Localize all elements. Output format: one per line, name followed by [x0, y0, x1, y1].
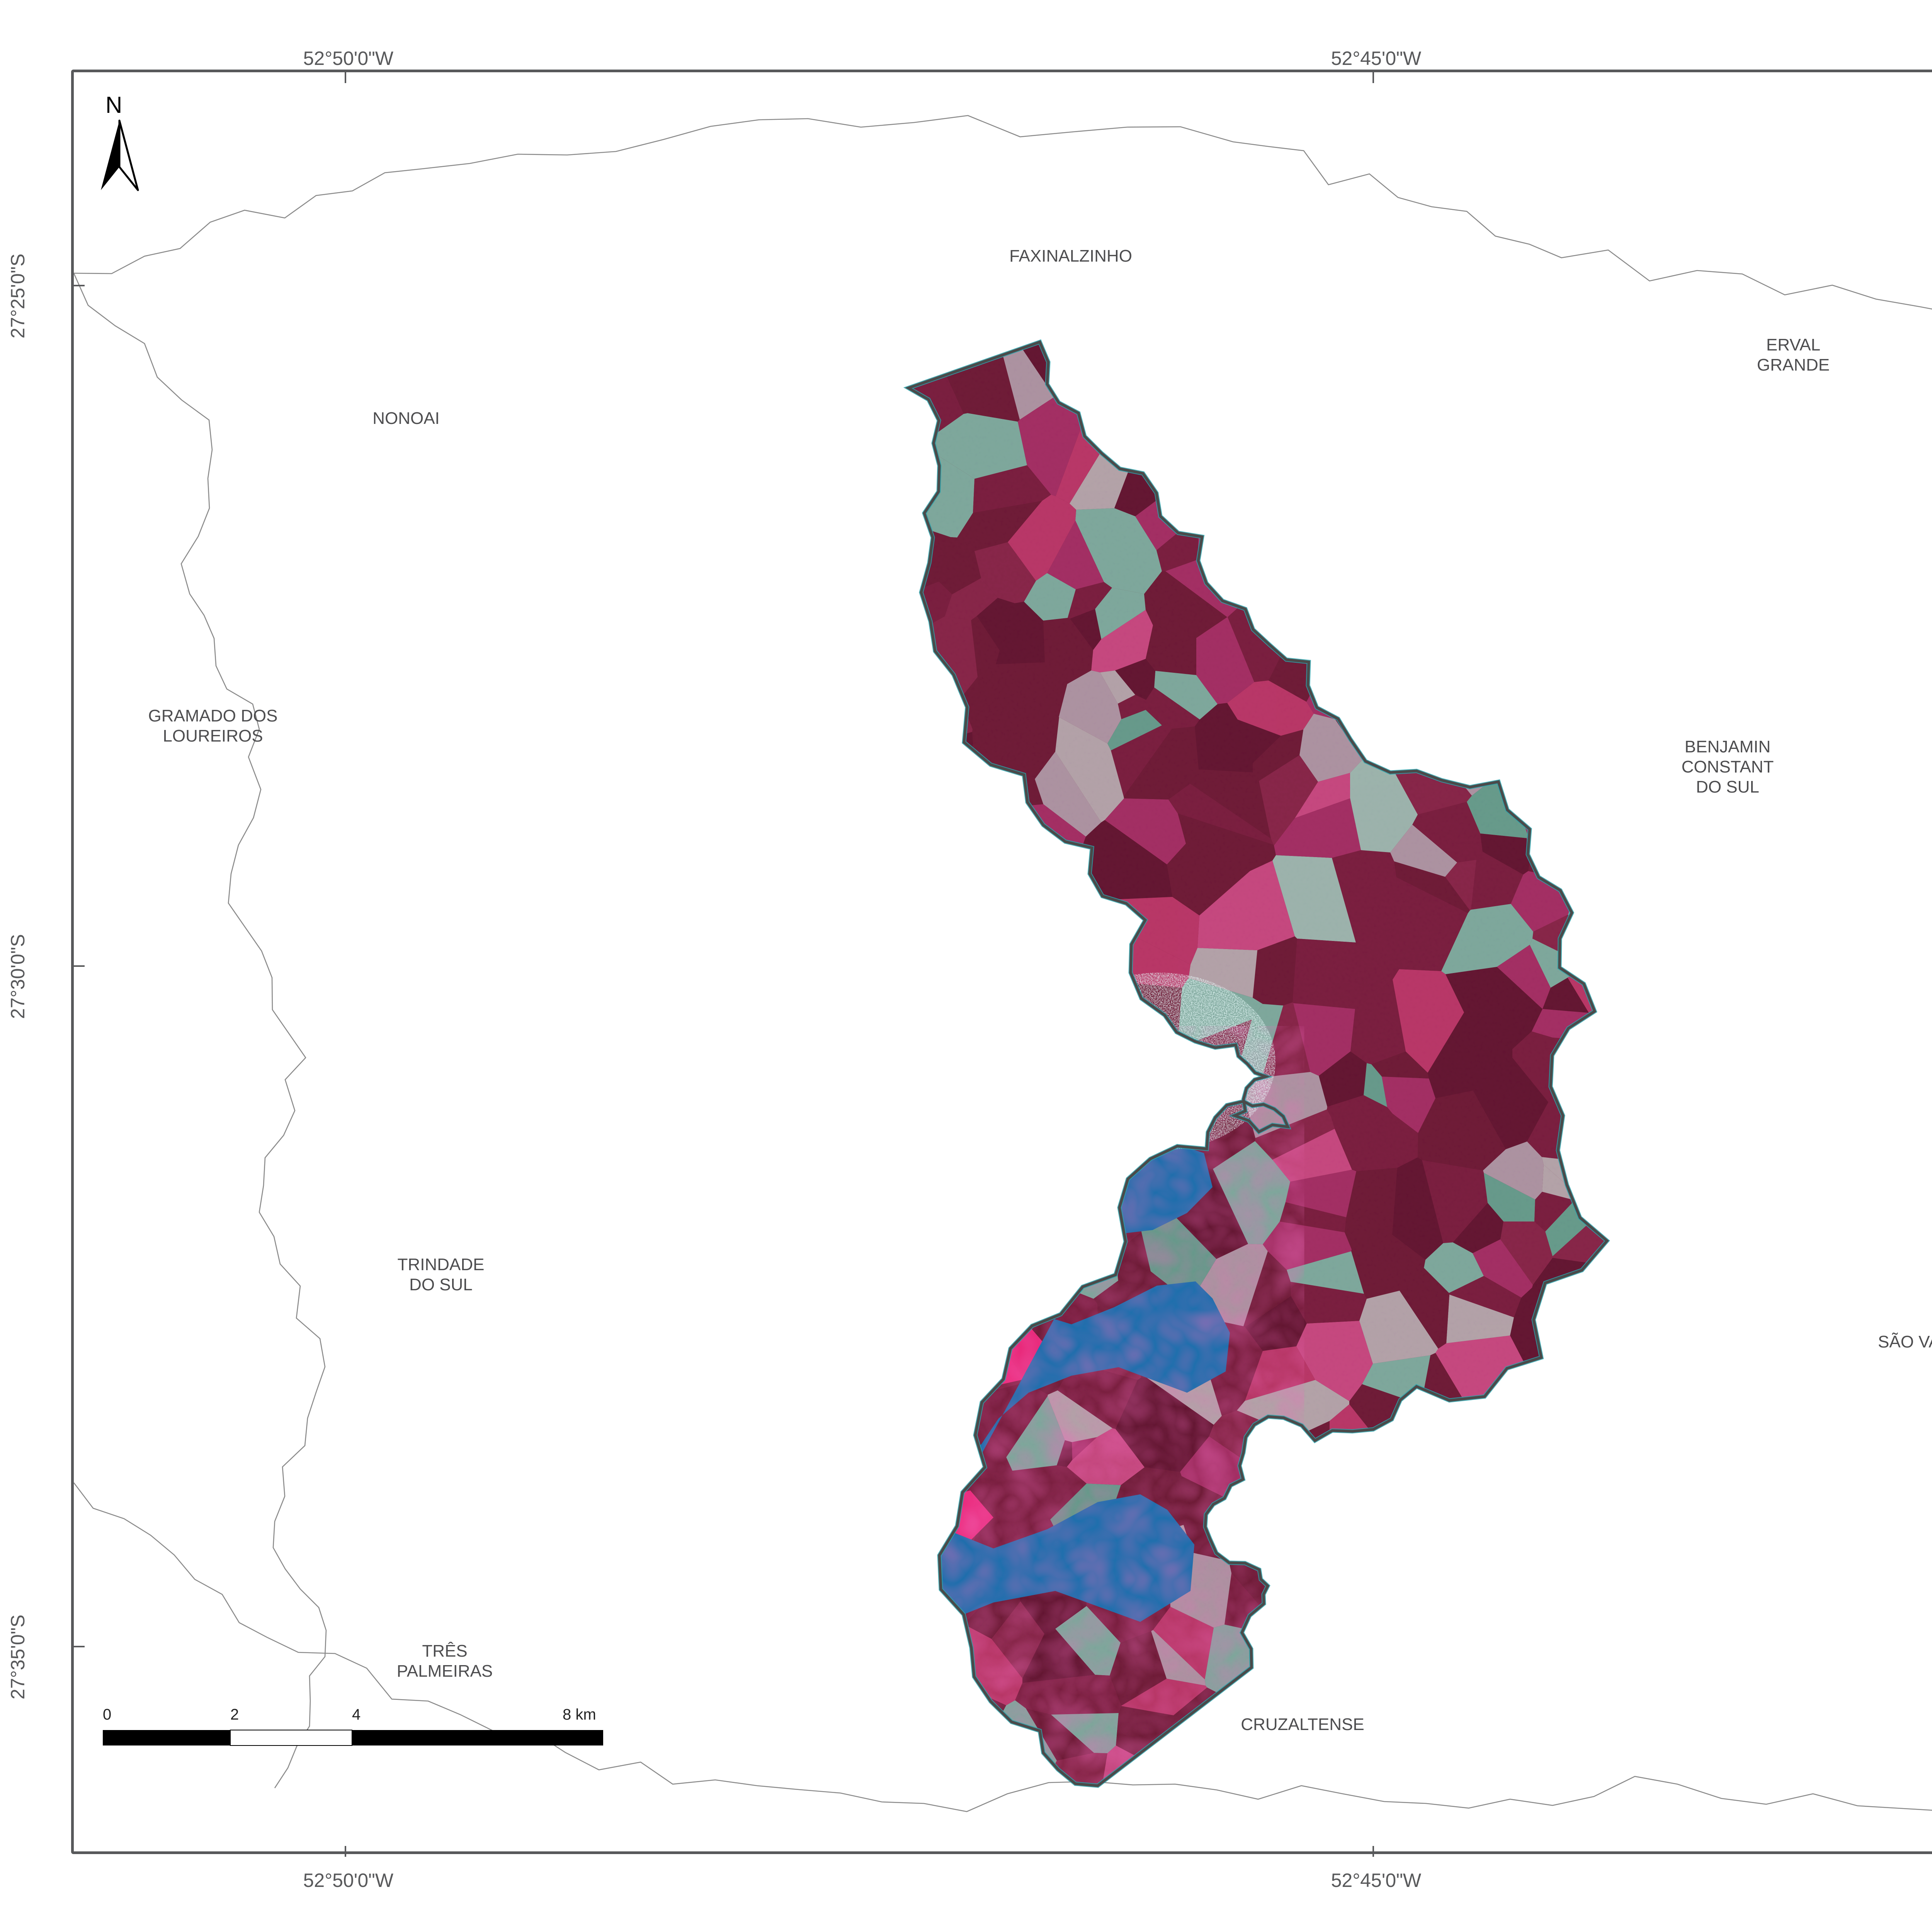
svg-text:N: N [105, 94, 122, 118]
